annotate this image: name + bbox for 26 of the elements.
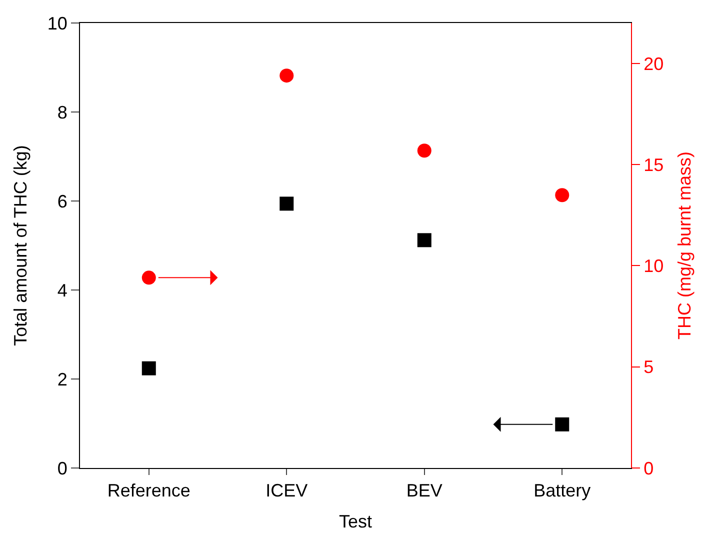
point xyxy=(280,196,294,211)
point xyxy=(555,417,570,432)
y2-axis-title: THC (mg/g burnt mass) xyxy=(674,151,695,340)
x-tick-label: Battery xyxy=(534,480,591,501)
y2-tick-label: 20 xyxy=(644,54,664,74)
x-tick-label: Reference xyxy=(107,480,190,501)
x-tick-label: ICEV xyxy=(266,480,308,501)
y-tick-label: 0 xyxy=(57,458,68,478)
y2-tick-label: 10 xyxy=(644,256,664,276)
x-tick-label: BEV xyxy=(406,480,442,501)
point xyxy=(280,68,294,83)
y2-tick-label: 5 xyxy=(644,357,654,378)
point xyxy=(555,188,570,202)
y2-tick-label: 0 xyxy=(644,458,654,478)
point xyxy=(142,361,156,376)
y-tick-label: 2 xyxy=(57,369,68,390)
point xyxy=(142,270,156,285)
point xyxy=(417,144,432,158)
y-axis-title: Total amount of THC (kg) xyxy=(10,145,31,346)
point xyxy=(417,233,432,248)
x-axis-title: Test xyxy=(338,512,372,532)
y-tick-label: 8 xyxy=(57,102,68,122)
y2-tick-label: 15 xyxy=(644,154,664,175)
y-tick-label: 4 xyxy=(57,280,68,300)
y-tick-label: 6 xyxy=(57,191,68,212)
y-tick-label: 10 xyxy=(47,13,68,34)
